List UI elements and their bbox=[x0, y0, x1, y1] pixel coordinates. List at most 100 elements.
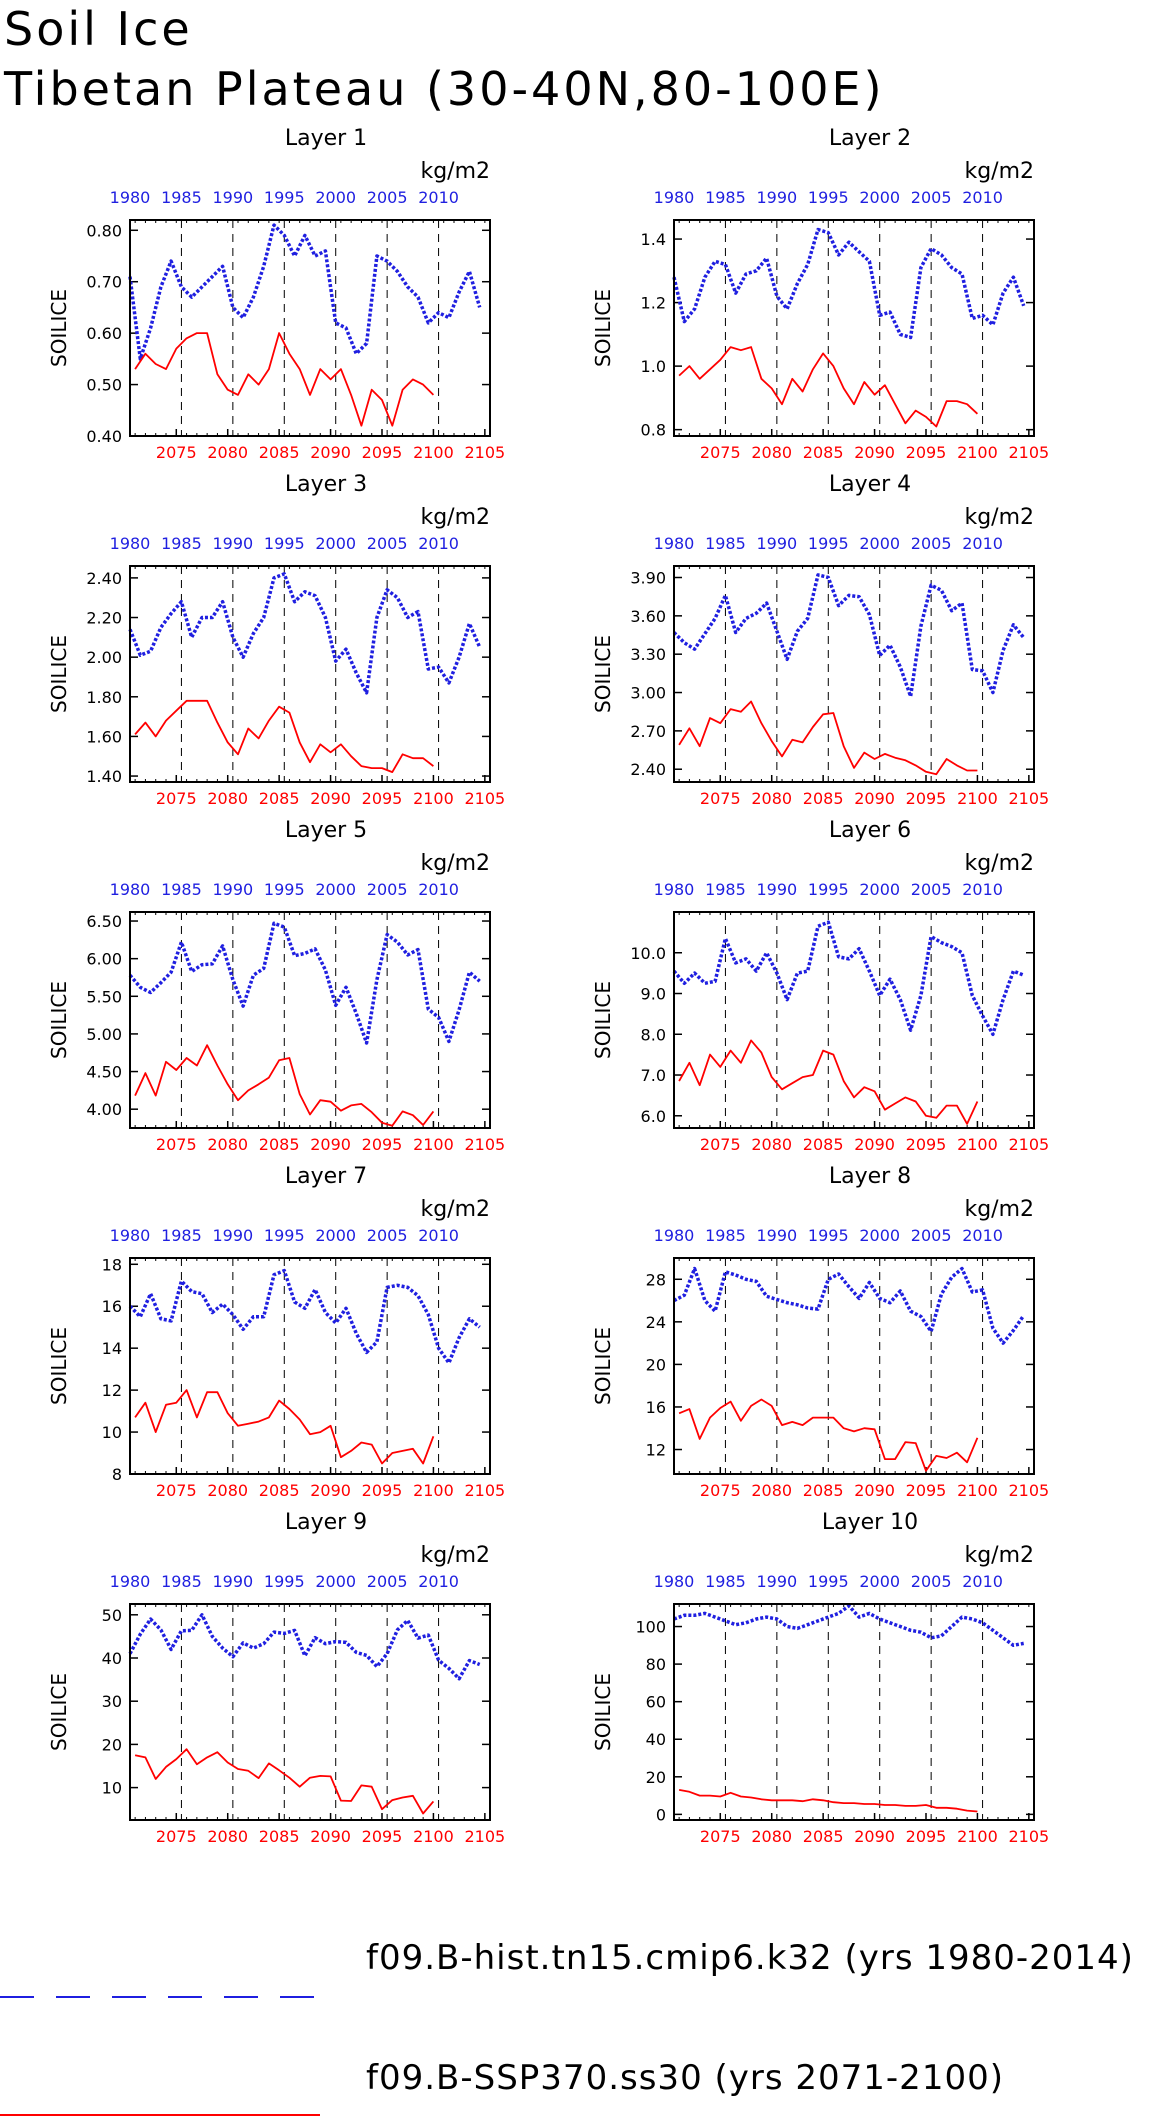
top-tick-label: 1985 bbox=[705, 534, 746, 553]
top-tick-label: 2000 bbox=[859, 1226, 900, 1245]
bottom-tick-label: 2095 bbox=[906, 1827, 947, 1846]
panel-title: Layer 9 bbox=[285, 1510, 367, 1535]
top-tick-label: 1990 bbox=[212, 1572, 253, 1591]
top-tick-label: 2005 bbox=[911, 1226, 952, 1245]
future-series-line bbox=[134, 1389, 435, 1465]
bottom-tick-label: 2080 bbox=[751, 1135, 792, 1154]
top-tick-label: 1980 bbox=[110, 534, 151, 553]
bottom-tick-label: 2090 bbox=[854, 443, 895, 462]
bottom-tick-label: 2100 bbox=[957, 443, 998, 462]
top-tick-label: 1990 bbox=[756, 188, 797, 207]
hist-series-line bbox=[672, 920, 1025, 1037]
top-tick-label: 1990 bbox=[212, 188, 253, 207]
bottom-tick-label: 2100 bbox=[413, 443, 454, 462]
bottom-tick-label: 2085 bbox=[803, 1481, 844, 1500]
bottom-tick-label: 2090 bbox=[310, 789, 351, 808]
legend-future-label: f09.B-SSP370.ss30 (yrs 2071-2100) bbox=[366, 2058, 1004, 2098]
bottom-tick-label: 2090 bbox=[854, 1135, 895, 1154]
top-tick-label: 2000 bbox=[859, 1572, 900, 1591]
panel-title: Layer 2 bbox=[829, 126, 911, 151]
bottom-tick-label: 2100 bbox=[957, 1827, 998, 1846]
bottom-tick-label: 2080 bbox=[207, 443, 248, 462]
top-tick-label: 1995 bbox=[264, 1572, 305, 1591]
y-tick-label: 12 bbox=[646, 1441, 666, 1460]
top-tick-label: 1980 bbox=[654, 188, 695, 207]
bottom-tick-label: 2075 bbox=[156, 1135, 197, 1154]
top-tick-label: 1995 bbox=[264, 1226, 305, 1245]
bottom-tick-label: 2080 bbox=[751, 789, 792, 808]
bottom-tick-label: 2080 bbox=[751, 1481, 792, 1500]
y-tick-label: 100 bbox=[635, 1618, 666, 1637]
bottom-tick-label: 2105 bbox=[1008, 443, 1049, 462]
y-tick-label: 8 bbox=[112, 1465, 122, 1484]
layer-panel: Layer 4 kg/m2 1980 1985 1990 1995 2000 2005 2010… bbox=[591, 472, 1049, 808]
y-tick-label: 0.8 bbox=[641, 421, 666, 440]
bottom-tick-label: 2105 bbox=[1008, 1135, 1049, 1154]
top-tick-label: 2010 bbox=[962, 1226, 1003, 1245]
top-tick-label: 1980 bbox=[654, 1572, 695, 1591]
future-series-line bbox=[134, 1748, 435, 1815]
bottom-tick-label: 2105 bbox=[464, 789, 505, 808]
plot-frame bbox=[129, 1603, 491, 1821]
y-tick-label: 7.0 bbox=[641, 1066, 666, 1085]
y-tick-label: 0.70 bbox=[86, 273, 122, 292]
y-tick-label: 4.50 bbox=[86, 1063, 122, 1082]
future-series-line bbox=[134, 1044, 435, 1127]
bottom-tick-label: 2105 bbox=[1008, 1481, 1049, 1500]
top-tick-label: 1985 bbox=[161, 880, 202, 899]
units-label: kg/m2 bbox=[420, 159, 490, 184]
plot-frame bbox=[129, 911, 491, 1129]
y-tick-label: 10 bbox=[102, 1423, 122, 1442]
y-tick-label: 50 bbox=[102, 1606, 122, 1625]
bottom-tick-label: 2080 bbox=[751, 443, 792, 462]
top-tick-label: 1985 bbox=[161, 1572, 202, 1591]
panel-title: Layer 3 bbox=[285, 472, 367, 497]
bottom-tick-label: 2095 bbox=[362, 1135, 403, 1154]
top-tick-label: 1995 bbox=[264, 188, 305, 207]
top-tick-label: 2005 bbox=[367, 534, 408, 553]
bottom-tick-label: 2090 bbox=[310, 1135, 351, 1154]
units-label: kg/m2 bbox=[420, 1543, 490, 1568]
plot-frame bbox=[673, 911, 1035, 1129]
units-label: kg/m2 bbox=[420, 851, 490, 876]
y-axis-label: SOILICE bbox=[591, 289, 615, 367]
y-tick-label: 0.40 bbox=[86, 427, 122, 446]
units-label: kg/m2 bbox=[964, 159, 1034, 184]
top-tick-label: 2005 bbox=[911, 1572, 952, 1591]
units-label: kg/m2 bbox=[964, 1197, 1034, 1222]
top-tick-label: 2005 bbox=[367, 1226, 408, 1245]
top-tick-label: 2010 bbox=[418, 534, 459, 553]
future-series-line bbox=[134, 332, 435, 427]
bottom-tick-label: 2085 bbox=[803, 789, 844, 808]
hist-series-line bbox=[673, 1604, 1025, 1648]
y-axis-label: SOILICE bbox=[591, 635, 615, 713]
hist-series-line bbox=[128, 1613, 481, 1681]
panel-title: Layer 8 bbox=[829, 1164, 911, 1189]
bottom-tick-label: 2105 bbox=[464, 1827, 505, 1846]
plot-frame bbox=[673, 1603, 1035, 1821]
units-label: kg/m2 bbox=[420, 1197, 490, 1222]
y-axis-label: SOILICE bbox=[591, 1673, 615, 1751]
bottom-tick-label: 2090 bbox=[310, 443, 351, 462]
y-tick-label: 3.30 bbox=[630, 645, 666, 664]
y-tick-label: 9.0 bbox=[641, 985, 666, 1004]
top-tick-label: 2010 bbox=[418, 1226, 459, 1245]
bottom-tick-label: 2100 bbox=[957, 789, 998, 808]
plot-frame bbox=[129, 219, 491, 437]
y-tick-label: 40 bbox=[102, 1649, 122, 1668]
layer-panel: Layer 3 kg/m2 1980 1985 1990 1995 2000 2005 2010… bbox=[47, 472, 505, 808]
bottom-tick-label: 2090 bbox=[854, 1481, 895, 1500]
top-tick-label: 1990 bbox=[756, 1226, 797, 1245]
y-tick-label: 10.0 bbox=[630, 944, 666, 963]
top-tick-label: 1995 bbox=[808, 188, 849, 207]
y-tick-label: 6.00 bbox=[86, 950, 122, 969]
bottom-tick-label: 2075 bbox=[156, 789, 197, 808]
top-tick-label: 1980 bbox=[110, 880, 151, 899]
bottom-tick-label: 2085 bbox=[803, 443, 844, 462]
y-tick-label: 2.70 bbox=[630, 722, 666, 741]
bottom-tick-label: 2095 bbox=[906, 443, 947, 462]
y-tick-label: 1.2 bbox=[641, 294, 666, 313]
top-tick-label: 1995 bbox=[808, 880, 849, 899]
y-tick-label: 8.0 bbox=[641, 1025, 666, 1044]
